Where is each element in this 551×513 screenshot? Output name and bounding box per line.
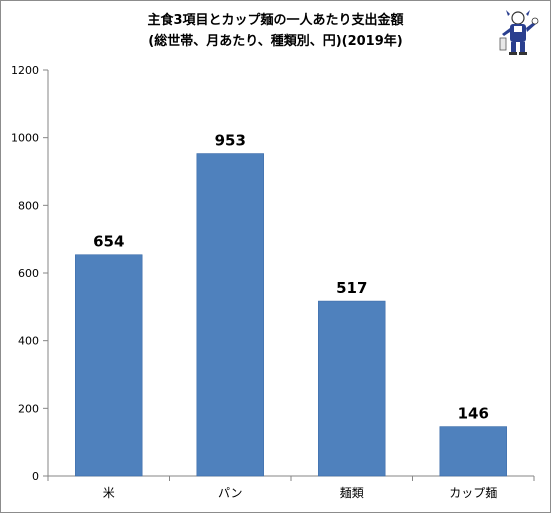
y-tick-label: 800 (18, 199, 39, 212)
y-tick-label: 1000 (11, 132, 39, 145)
y-tick-label: 0 (32, 470, 39, 483)
mascot-icon (496, 8, 540, 58)
y-tick-label: 1200 (11, 64, 39, 77)
x-tick-label: 米 (103, 486, 115, 500)
bar (196, 153, 264, 477)
chart-title: 主食3項目とカップ麺の一人あたり支出金額 (総世帯、月あたり、種類別、円)(20… (0, 10, 551, 52)
bar (318, 300, 386, 477)
chart-title-line-1: 主食3項目とカップ麺の一人あたり支出金額 (147, 13, 404, 28)
x-tick-label: パン (218, 486, 243, 500)
y-tick-label: 400 (18, 335, 39, 348)
bar (439, 426, 507, 477)
x-tick-label: カップ麺 (449, 486, 497, 500)
y-tick-label: 600 (18, 267, 39, 280)
data-label: 146 (458, 405, 489, 423)
data-label: 517 (336, 279, 367, 297)
chart-title-line-2: (総世帯、月あたり、種類別、円)(2019年) (148, 34, 403, 49)
bar (75, 254, 143, 477)
y-tick-label: 200 (18, 402, 39, 415)
x-tick-label: 麺類 (340, 486, 364, 500)
data-label: 654 (93, 233, 124, 251)
data-label: 953 (215, 132, 246, 150)
